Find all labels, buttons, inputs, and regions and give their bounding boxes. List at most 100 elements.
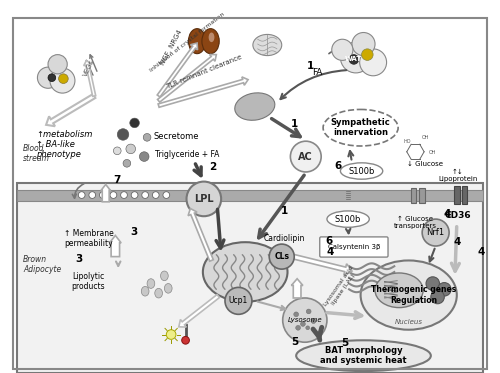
- Circle shape: [50, 68, 75, 93]
- Text: VEGs: VEGs: [83, 59, 96, 78]
- Text: ↑metabolism
↑ BA-like
phenotype: ↑metabolism ↑ BA-like phenotype: [36, 130, 93, 159]
- Bar: [17, 190, 483, 201]
- Circle shape: [332, 39, 353, 60]
- Circle shape: [311, 319, 316, 323]
- Text: 4: 4: [454, 237, 462, 247]
- Ellipse shape: [208, 32, 214, 42]
- FancyArrow shape: [179, 295, 220, 327]
- Text: LPL: LPL: [194, 194, 214, 204]
- Circle shape: [143, 134, 151, 141]
- Ellipse shape: [340, 163, 382, 179]
- FancyArrow shape: [46, 94, 96, 126]
- Circle shape: [290, 141, 321, 172]
- Ellipse shape: [202, 29, 219, 54]
- Text: 3: 3: [75, 254, 82, 264]
- Circle shape: [123, 160, 130, 167]
- Text: FA: FA: [312, 68, 322, 77]
- Text: 5: 5: [342, 338, 348, 348]
- Ellipse shape: [164, 283, 172, 293]
- Text: 4: 4: [444, 209, 450, 219]
- Circle shape: [48, 54, 67, 74]
- Ellipse shape: [360, 260, 457, 330]
- Text: OH: OH: [422, 135, 429, 140]
- Text: Cardiolipin: Cardiolipin: [264, 234, 306, 243]
- Circle shape: [300, 322, 306, 326]
- Ellipse shape: [142, 286, 149, 296]
- Text: NGF, NRG4: NGF, NRG4: [160, 29, 183, 66]
- Ellipse shape: [327, 211, 370, 227]
- Text: AC: AC: [298, 151, 313, 162]
- Text: 6: 6: [334, 161, 342, 171]
- Circle shape: [306, 326, 310, 330]
- Text: ↑↓
Lipoprotein: ↑↓ Lipoprotein: [438, 169, 478, 182]
- Circle shape: [166, 330, 176, 339]
- Circle shape: [114, 147, 121, 155]
- Circle shape: [422, 219, 449, 246]
- Text: CD36: CD36: [444, 211, 471, 220]
- Text: Thermogenic genes
Regulation: Thermogenic genes Regulation: [371, 285, 456, 305]
- Ellipse shape: [203, 242, 287, 302]
- Text: Lipolytic
products: Lipolytic products: [72, 272, 105, 291]
- Circle shape: [126, 144, 136, 154]
- FancyBboxPatch shape: [320, 237, 388, 257]
- Circle shape: [131, 192, 138, 198]
- Circle shape: [120, 192, 128, 198]
- Circle shape: [360, 49, 386, 76]
- Text: 1: 1: [290, 119, 298, 129]
- Text: ↑ Membrane
permeability: ↑ Membrane permeability: [64, 229, 114, 248]
- Circle shape: [352, 32, 375, 56]
- Text: 6: 6: [325, 236, 332, 246]
- Text: HO: HO: [403, 139, 410, 144]
- Ellipse shape: [253, 34, 282, 56]
- Text: WAT: WAT: [346, 56, 362, 62]
- Circle shape: [269, 244, 294, 269]
- Text: ↓ Glucose: ↓ Glucose: [407, 161, 443, 167]
- Text: Secretome: Secretome: [154, 132, 200, 141]
- Circle shape: [89, 192, 96, 198]
- Ellipse shape: [375, 273, 423, 308]
- FancyArrow shape: [188, 209, 214, 261]
- Polygon shape: [101, 185, 110, 202]
- Circle shape: [118, 129, 129, 140]
- Bar: [454, 186, 460, 204]
- Circle shape: [294, 312, 298, 317]
- Text: Blood
stream: Blood stream: [23, 144, 50, 163]
- Text: 1: 1: [307, 61, 314, 71]
- Text: S100b: S100b: [335, 214, 361, 223]
- Text: 3: 3: [130, 228, 138, 238]
- Circle shape: [225, 287, 252, 314]
- Circle shape: [100, 192, 106, 198]
- Ellipse shape: [296, 340, 431, 371]
- FancyArrow shape: [158, 54, 216, 102]
- FancyArrow shape: [84, 60, 96, 96]
- Circle shape: [110, 192, 117, 198]
- FancyArrow shape: [158, 77, 248, 107]
- Ellipse shape: [188, 29, 206, 54]
- Text: ↑ Glucose
transporters: ↑ Glucose transporters: [394, 216, 437, 229]
- Text: S100b: S100b: [348, 166, 375, 176]
- Circle shape: [78, 192, 85, 198]
- Circle shape: [362, 49, 373, 60]
- Ellipse shape: [235, 93, 275, 120]
- Circle shape: [282, 298, 327, 342]
- Text: 4: 4: [478, 247, 486, 257]
- Text: Inhibition of crystal formation: Inhibition of crystal formation: [149, 12, 226, 73]
- Circle shape: [142, 192, 148, 198]
- Text: 2: 2: [208, 162, 216, 172]
- Ellipse shape: [323, 109, 398, 146]
- Text: Ucp1: Ucp1: [229, 297, 248, 305]
- Polygon shape: [292, 279, 303, 298]
- Circle shape: [58, 74, 68, 84]
- Circle shape: [186, 182, 221, 216]
- Text: Nrf1: Nrf1: [426, 228, 444, 237]
- Circle shape: [130, 118, 140, 128]
- Circle shape: [163, 192, 170, 198]
- Circle shape: [182, 336, 190, 344]
- FancyArrow shape: [157, 43, 198, 97]
- Bar: [17, 182, 483, 373]
- Circle shape: [296, 325, 300, 330]
- Text: Lysosomal acid
lipase (LAL): Lysosomal acid lipase (LAL): [324, 265, 360, 310]
- Text: Triglyceride + FA: Triglyceride + FA: [156, 150, 220, 159]
- Text: Sympathetic
innervation: Sympathetic innervation: [330, 118, 390, 137]
- Circle shape: [340, 42, 371, 73]
